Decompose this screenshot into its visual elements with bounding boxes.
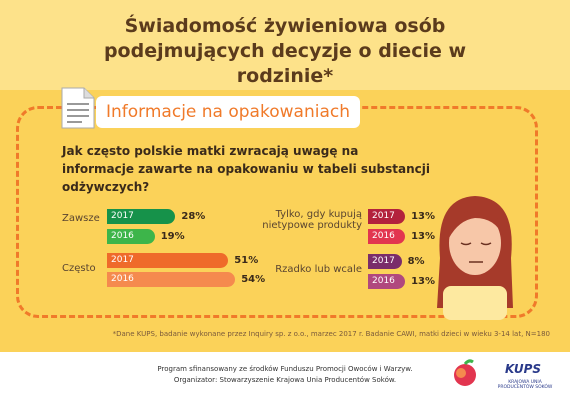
- footnote: *Dane KUPS, badanie wykonane przez Inqui…: [112, 330, 550, 338]
- question: Jak często polskie matki zwracają uwagę …: [62, 144, 430, 194]
- bar: [368, 229, 406, 244]
- value-label: 51%: [234, 255, 259, 266]
- series-label: 2016: [372, 276, 395, 286]
- footer-line: Program sfinansowany ze środków Funduszu…: [157, 365, 413, 373]
- bar: [368, 254, 402, 269]
- bar: [368, 209, 406, 224]
- value-label: 13%: [411, 231, 436, 242]
- bar: [368, 274, 406, 289]
- series-label: 2017: [372, 211, 395, 221]
- bar: [107, 253, 229, 268]
- value-label: 54%: [241, 274, 266, 285]
- bar: [107, 272, 236, 287]
- value-label: 13%: [411, 211, 436, 222]
- series-label: 2016: [111, 231, 134, 241]
- series-label: 2017: [111, 255, 134, 265]
- series-label: 2016: [111, 274, 134, 284]
- bar: [107, 229, 155, 244]
- section-tab: Informacje na opakowaniach: [96, 96, 360, 128]
- category-label: Zawsze: [62, 213, 100, 224]
- value-label: 8%: [407, 256, 425, 267]
- series-label: 2017: [111, 211, 134, 221]
- logo-icon: [454, 359, 476, 386]
- category-label: Rzadko lub wcale: [275, 264, 362, 275]
- woman-illustration: [437, 196, 513, 320]
- series-label: 2017: [372, 256, 395, 266]
- bar: [107, 209, 176, 224]
- document-icon: [61, 87, 95, 129]
- footer-line: Organizator: Stowarzyszenie Krajowa Unia…: [173, 376, 397, 384]
- logo-subtitle: KRAJOWA UNIA PRODUCENTÓW SOKÓW: [497, 380, 553, 390]
- value-label: 28%: [181, 211, 206, 222]
- series-label: 2016: [372, 231, 395, 241]
- value-label: 13%: [411, 276, 436, 287]
- category-label: Często: [62, 263, 96, 274]
- category-label: Tylko, gdy kupują nietypowe produkty: [262, 209, 362, 231]
- logo-name: KUPS: [505, 362, 542, 376]
- value-label: 19%: [160, 231, 185, 242]
- title: Świadomość żywieniowa osób podejmujących…: [103, 15, 467, 87]
- top-band: [0, 0, 570, 90]
